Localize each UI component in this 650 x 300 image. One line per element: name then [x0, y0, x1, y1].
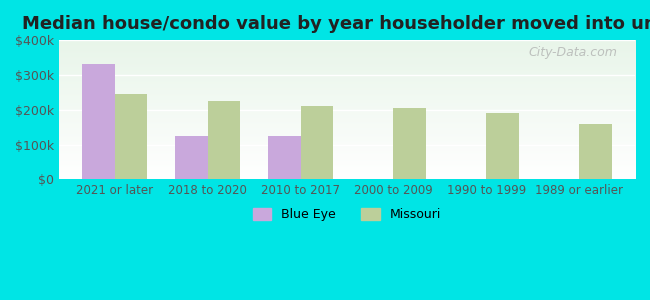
Legend: Blue Eye, Missouri: Blue Eye, Missouri: [248, 202, 447, 226]
Bar: [268, 136, 300, 179]
Bar: [175, 136, 207, 179]
Bar: [579, 124, 612, 179]
Bar: [82, 64, 115, 179]
Bar: [115, 94, 148, 179]
Text: City-Data.com: City-Data.com: [529, 46, 617, 59]
Bar: [300, 106, 333, 179]
Bar: [207, 101, 240, 179]
Title: Median house/condo value by year householder moved into unit: Median house/condo value by year househo…: [22, 15, 650, 33]
Bar: [486, 113, 519, 179]
Bar: [393, 108, 426, 179]
